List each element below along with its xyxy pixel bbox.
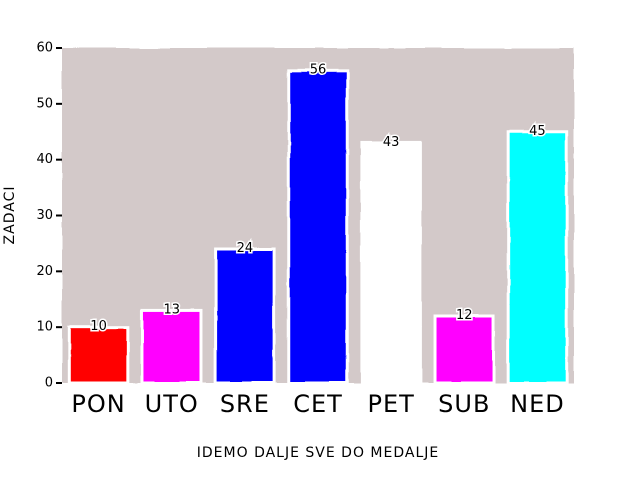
value-label-sre: 24 [237, 241, 254, 256]
y-ticks-group: 0 10 20 30 40 50 60 [36, 41, 62, 391]
x-tick-uto: UTO [145, 390, 199, 418]
bar-ned [506, 130, 569, 385]
x-axis-label: IDEMO DALJE SVE DO MEDALJE [197, 445, 439, 461]
y-tick-30: 30 [36, 208, 53, 223]
value-label-uto: 13 [163, 302, 180, 317]
y-tick-0: 0 [45, 376, 53, 391]
x-tick-sub: SUB [438, 390, 490, 418]
bar-cet [287, 68, 349, 385]
x-ticks-group: PON UTO SRE CET PET SUB NED [71, 390, 565, 418]
y-axis-label: ZADACI [2, 186, 18, 245]
x-tick-pet: PET [367, 390, 414, 418]
x-tick-cet: CET [293, 390, 343, 418]
y-tick-10: 10 [36, 320, 53, 335]
bar-uto [140, 308, 203, 385]
x-tick-ned: NED [510, 390, 565, 418]
value-label-cet: 56 [310, 62, 327, 77]
value-label-pet: 43 [383, 135, 400, 150]
bar-pet [360, 141, 422, 385]
value-labels-group: 10 13 24 56 43 12 45 [89, 61, 547, 336]
y-tick-20: 20 [36, 264, 53, 279]
x-tick-pon: PON [71, 390, 125, 418]
value-label-sub: 12 [456, 308, 473, 323]
y-tick-60: 60 [36, 41, 53, 56]
bar-sre [214, 247, 276, 385]
y-tick-40: 40 [36, 152, 53, 167]
x-tick-sre: SRE [220, 390, 270, 418]
value-label-ned: 45 [529, 124, 546, 139]
bars-group [67, 68, 569, 385]
y-tick-50: 50 [36, 96, 53, 111]
bar-sub [433, 314, 496, 385]
bar-pon [67, 325, 130, 385]
value-label-pon: 10 [90, 319, 107, 334]
